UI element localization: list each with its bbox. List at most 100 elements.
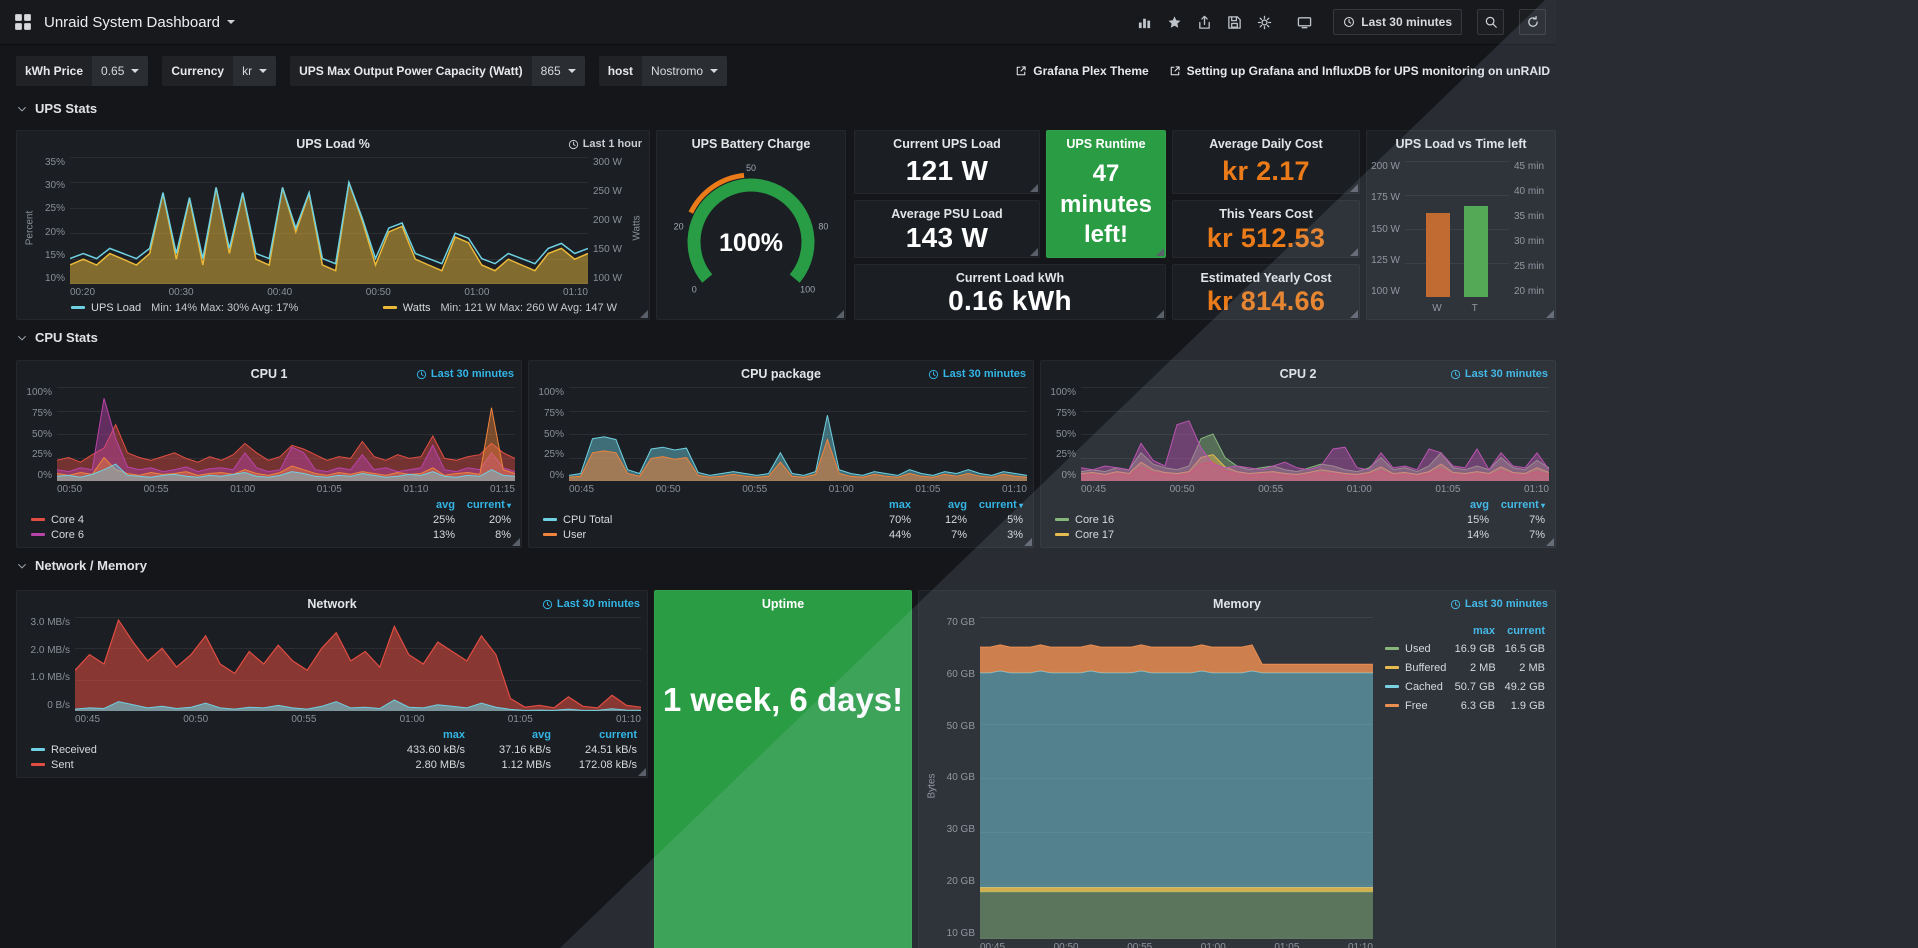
panel-resize-handle[interactable]	[640, 310, 648, 318]
legend-item[interactable]: Buffered	[1385, 662, 1446, 674]
legend-col-header[interactable]: max	[1472, 625, 1495, 637]
panel-resize-handle[interactable]	[1024, 538, 1032, 546]
panel-title[interactable]: Current UPS Load	[893, 137, 1001, 151]
legend-col-header[interactable]: max	[888, 498, 911, 511]
caret-down-icon	[710, 69, 719, 73]
time-range-picker[interactable]: Last 30 minutes	[1333, 9, 1462, 35]
legend-item[interactable]: Sent	[31, 759, 379, 771]
row-header-ups-stats[interactable]: UPS Stats	[16, 101, 97, 116]
panel-resize-handle[interactable]	[638, 768, 646, 776]
settings-gear-icon[interactable]	[1257, 15, 1272, 30]
memory-chart[interactable]	[980, 617, 1373, 939]
refresh-button[interactable]	[1519, 9, 1546, 35]
variable-value-dropdown[interactable]: Nostromo	[642, 56, 728, 86]
star-icon[interactable]	[1167, 15, 1182, 30]
panel-title[interactable]: Uptime	[761, 597, 805, 611]
row-header-cpu-stats[interactable]: CPU Stats	[16, 330, 98, 345]
series-color-dash	[543, 518, 557, 521]
variable-value-dropdown[interactable]: 865	[531, 56, 585, 86]
legend-item[interactable]: Used	[1385, 643, 1445, 655]
legend-item[interactable]: User	[543, 529, 855, 541]
variable-value-dropdown[interactable]: kr	[233, 56, 277, 86]
bar-watts[interactable]	[1426, 212, 1450, 297]
legend-item[interactable]: Watts Min: 121 W Max: 260 W Avg: 147 W	[382, 302, 617, 314]
y-tick-label: 100%	[1050, 387, 1076, 398]
panel-resize-handle[interactable]	[1156, 248, 1164, 256]
panel-resize-handle[interactable]	[1350, 184, 1358, 192]
ups-load-chart[interactable]	[70, 157, 588, 284]
panel-title[interactable]: Memory	[1213, 597, 1261, 611]
panel-resize-handle[interactable]	[512, 538, 520, 546]
legend-item[interactable]: Core 16	[1055, 514, 1433, 526]
dashboard-link-plex-theme[interactable]: Grafana Plex Theme	[1015, 64, 1149, 78]
cpu1-chart[interactable]	[57, 387, 515, 481]
panel-resize-handle[interactable]	[836, 310, 844, 318]
bar-time-left[interactable]	[1464, 205, 1488, 297]
panel-resize-handle[interactable]	[1156, 310, 1164, 318]
legend-col-header[interactable]: avg	[532, 728, 551, 741]
y-axis-label: Percent	[24, 210, 35, 246]
variable-value-dropdown[interactable]: 0.65	[92, 56, 149, 86]
legend-col-header[interactable]: current	[599, 728, 637, 741]
cpu2-chart[interactable]	[1081, 387, 1549, 481]
panel-title[interactable]: UPS Load vs Time left	[1395, 137, 1527, 151]
legend-item[interactable]: CPU Total	[543, 514, 855, 526]
legend-item[interactable]: Free	[1385, 700, 1445, 712]
legend-col-header[interactable]: avg	[948, 498, 967, 511]
x-tick-label: 01:10	[403, 484, 429, 495]
panel-title[interactable]: CPU 2	[1279, 367, 1317, 381]
panel-time-badge[interactable]: Last 30 minutes	[416, 368, 514, 380]
tv-mode-icon[interactable]	[1297, 15, 1312, 30]
panel-title[interactable]: This Years Cost	[1219, 207, 1313, 221]
legend-item[interactable]: Received	[31, 744, 379, 756]
row-header-network-memory[interactable]: Network / Memory	[16, 558, 147, 573]
legend-col-header[interactable]: current	[455, 499, 511, 511]
panel-title[interactable]: CPU 1	[250, 367, 288, 381]
legend-label: Used	[1405, 642, 1431, 655]
legend-col-header[interactable]: avg	[436, 498, 455, 511]
panel-resize-handle[interactable]	[1030, 248, 1038, 256]
share-icon[interactable]	[1197, 15, 1212, 30]
panel-title[interactable]: UPS Runtime	[1066, 137, 1146, 151]
panel-title[interactable]: UPS Load %	[296, 137, 370, 151]
legend-col-header[interactable]: avg	[1470, 498, 1489, 511]
add-panel-icon[interactable]	[1137, 15, 1152, 30]
panel-title[interactable]: Average Daily Cost	[1209, 137, 1323, 151]
panel-title[interactable]: UPS Battery Charge	[691, 137, 811, 151]
legend-item[interactable]: Core 6	[31, 529, 399, 541]
apps-grid-icon[interactable]	[14, 13, 32, 31]
panel-time-badge[interactable]: Last 30 minutes	[928, 368, 1026, 380]
panel-time-badge[interactable]: Last 30 minutes	[1450, 598, 1548, 610]
legend-label: CPU Total	[563, 513, 613, 526]
legend-item[interactable]: Core 4	[31, 514, 399, 526]
panel-resize-handle[interactable]	[1546, 538, 1554, 546]
panel-time-badge[interactable]: Last 30 minutes	[1450, 368, 1548, 380]
legend-col-header[interactable]: current	[1489, 499, 1545, 511]
search-button[interactable]	[1477, 9, 1504, 35]
legend-col-header[interactable]: current	[967, 499, 1023, 511]
panel-resize-handle[interactable]	[1546, 310, 1554, 318]
panel-memory-graph: Memory Last 30 minutes Bytes 70 GB 60 GB 5…	[918, 590, 1556, 948]
panel-title[interactable]: Average PSU Load	[891, 207, 1003, 221]
dashboard-title[interactable]: Unraid System Dashboard	[44, 13, 220, 31]
legend-item[interactable]: Cached	[1385, 681, 1445, 693]
x-tick-label: 00:45	[980, 942, 1006, 948]
legend-item[interactable]: Core 17	[1055, 529, 1433, 541]
panel-time-badge[interactable]: Last 1 hour	[568, 138, 642, 150]
y-tick-label: 45 min	[1514, 161, 1545, 172]
panel-title[interactable]: Estimated Yearly Cost	[1200, 271, 1332, 285]
panel-title[interactable]: Network	[307, 597, 357, 611]
panel-title[interactable]: CPU package	[741, 367, 821, 381]
network-chart[interactable]	[75, 617, 641, 711]
cpu-package-chart[interactable]	[569, 387, 1027, 481]
panel-resize-handle[interactable]	[1030, 184, 1038, 192]
panel-resize-handle[interactable]	[1350, 248, 1358, 256]
panel-title[interactable]: Current Load kWh	[955, 271, 1065, 285]
legend-item[interactable]: UPS Load Min: 14% Max: 30% Avg: 17%	[71, 302, 298, 314]
dashboard-link-ups-guide[interactable]: Setting up Grafana and InfluxDB for UPS …	[1169, 64, 1550, 78]
panel-time-badge[interactable]: Last 30 minutes	[542, 598, 640, 610]
save-icon[interactable]	[1227, 15, 1242, 30]
legend-col-header[interactable]: max	[442, 728, 465, 741]
legend-col-header[interactable]: current	[1507, 625, 1545, 637]
panel-resize-handle[interactable]	[1350, 310, 1358, 318]
